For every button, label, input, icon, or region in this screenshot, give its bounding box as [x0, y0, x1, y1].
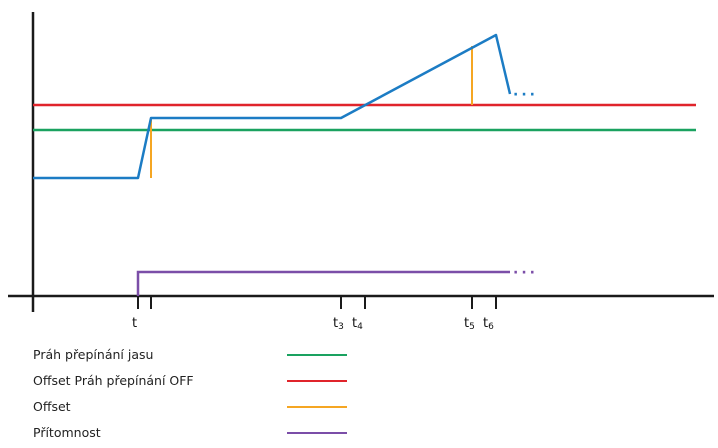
legend-item: Offset: [33, 396, 373, 422]
legend-swatch: [287, 406, 347, 408]
legend-label: Přítomnost: [33, 425, 101, 440]
label-t6: t6: [483, 316, 494, 332]
presence-continuation: ···: [513, 265, 538, 281]
legend-swatch: [287, 380, 347, 382]
signal-continuation: ···: [513, 87, 538, 103]
legend-swatch: [287, 354, 347, 356]
legend-item: Práh přepínání jasu: [33, 344, 373, 370]
label-t3: t3: [333, 316, 344, 332]
legend-label: Práh přepínání jasu: [33, 347, 154, 362]
label-t5: t5: [464, 316, 475, 332]
legend: Práh přepínání jasu Offset Práh přepínán…: [33, 344, 373, 448]
legend-label: Offset: [33, 399, 71, 414]
brightness-signal-line: [33, 33, 512, 180]
label-t: t: [132, 316, 137, 331]
legend-item: Přítomnost: [33, 422, 373, 448]
timing-diagram: ··· ··· t t3 t4 t5 t6: [8, 12, 714, 332]
legend-swatch: [287, 432, 347, 434]
label-t4: t4: [352, 316, 363, 332]
legend-label: Offset Práh přepínání OFF: [33, 373, 194, 388]
presence-signal-line: [136, 270, 510, 296]
legend-item: Offset Práh přepínání OFF: [33, 370, 373, 396]
